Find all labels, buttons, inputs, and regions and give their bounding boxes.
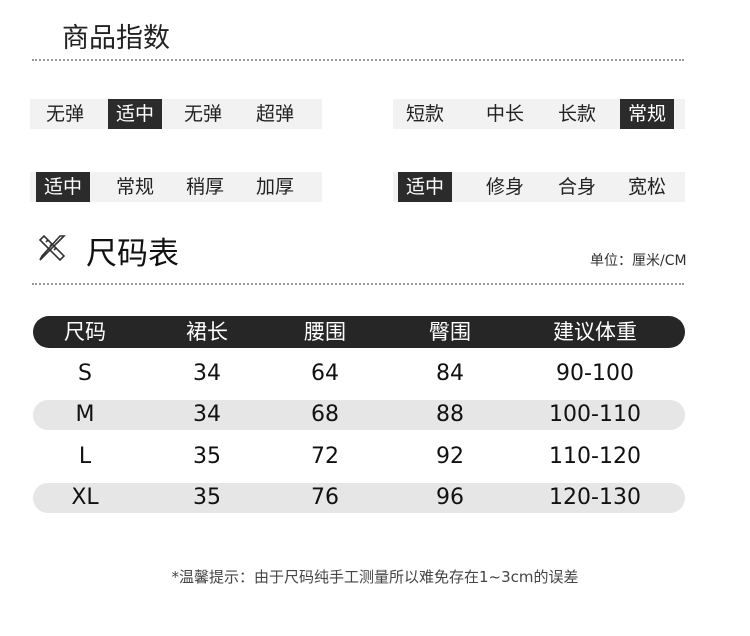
- size-chart-title: 尺码表: [86, 236, 179, 272]
- attribute-tag: 短款: [405, 103, 444, 125]
- table-cell: 92: [436, 444, 464, 469]
- attribute-tag: 常规: [115, 176, 154, 198]
- table-cell: 34: [193, 402, 221, 427]
- measurement-note: *温馨提示：由于尺码纯手工测量所以难免存在1~3cm的误差: [171, 568, 579, 586]
- table-cell: 72: [311, 444, 339, 469]
- attribute-group: 适中 修身 合身 宽松: [393, 172, 685, 202]
- attribute-tag: 合身: [557, 176, 596, 198]
- attribute-tag: 修身: [485, 176, 524, 198]
- attribute-tag: 加厚: [255, 176, 294, 198]
- table-row: XL 35 76 96 120-130: [33, 483, 685, 513]
- table-cell: 100-110: [549, 402, 641, 427]
- table-row: S 34 64 84 90-100: [33, 359, 685, 389]
- attribute-tag-selected: 适中: [398, 172, 452, 202]
- attribute-tag: 无弹: [183, 103, 222, 125]
- column-header: 尺码: [64, 320, 106, 344]
- attribute-tag: 超弹: [255, 103, 294, 125]
- attribute-group: 无弹 适中 无弹 超弹: [30, 99, 322, 129]
- section-title-product-index: 商品指数: [62, 23, 170, 54]
- dotted-divider: [32, 59, 684, 61]
- attribute-tag-selected: 适中: [108, 99, 162, 129]
- attribute-tag: 宽松: [627, 176, 666, 198]
- table-cell: 88: [436, 402, 464, 427]
- unit-label: 单位：厘米/CM: [590, 253, 687, 269]
- table-cell: 35: [193, 485, 221, 510]
- table-cell: 120-130: [549, 485, 641, 510]
- table-cell: 110-120: [549, 444, 641, 469]
- attribute-tag: 长款: [557, 103, 596, 125]
- dotted-divider: [32, 283, 684, 285]
- table-cell: 96: [436, 485, 464, 510]
- table-cell: 35: [193, 444, 221, 469]
- table-row: L 35 72 92 110-120: [33, 442, 685, 472]
- attribute-tag: 稍厚: [185, 176, 224, 198]
- column-header: 腰围: [304, 320, 346, 344]
- table-cell: 64: [311, 361, 339, 386]
- ruler-pencil-icon: [38, 234, 66, 262]
- attribute-group: 适中 常规 稍厚 加厚: [30, 172, 322, 202]
- table-cell: 76: [311, 485, 339, 510]
- table-row: M 34 68 88 100-110: [33, 400, 685, 430]
- column-header: 裙长: [186, 320, 228, 344]
- table-cell: S: [78, 361, 92, 386]
- attribute-group: 短款 中长 长款 常规: [393, 99, 685, 129]
- attribute-tag: 中长: [485, 103, 524, 125]
- attribute-tag: 无弹: [45, 103, 84, 125]
- table-cell: 90-100: [556, 361, 634, 386]
- column-header: 臀围: [429, 320, 471, 344]
- table-cell: 84: [436, 361, 464, 386]
- column-header: 建议体重: [553, 320, 637, 344]
- table-cell: XL: [71, 485, 99, 510]
- attribute-tag-selected: 适中: [36, 172, 90, 202]
- table-cell: 34: [193, 361, 221, 386]
- size-table-header: 尺码 裙长 腰围 臀围 建议体重: [33, 316, 685, 348]
- table-cell: L: [78, 444, 92, 469]
- table-cell: 68: [311, 402, 339, 427]
- table-cell: M: [75, 402, 95, 427]
- attribute-tag-selected: 常规: [620, 99, 674, 129]
